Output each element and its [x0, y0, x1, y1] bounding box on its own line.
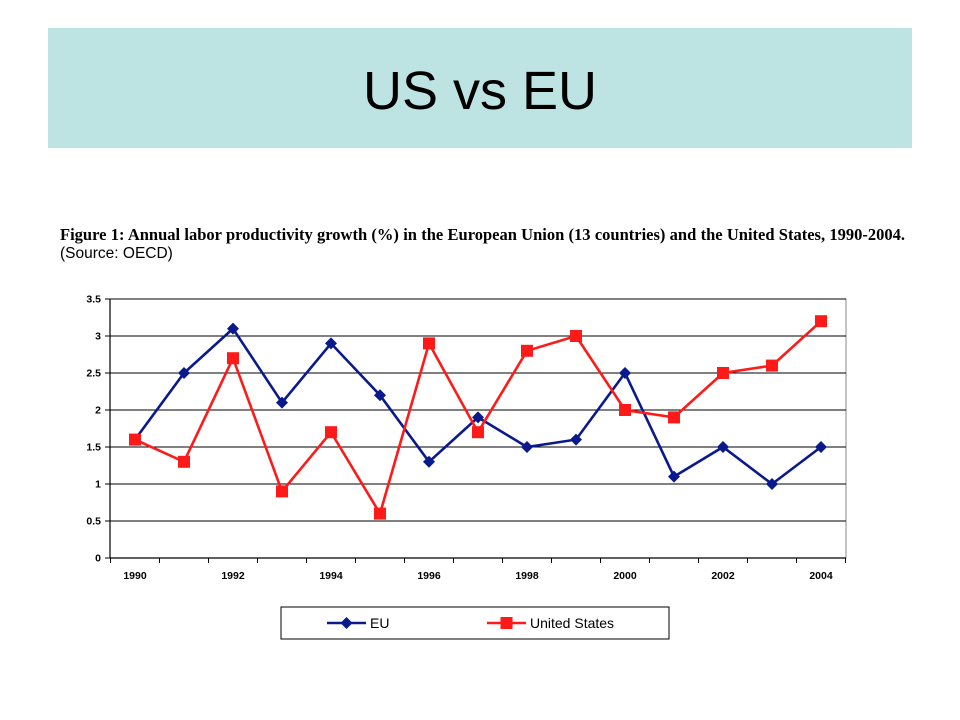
data-point	[472, 426, 484, 439]
data-point	[178, 367, 190, 379]
y-tick-label: 2	[95, 405, 101, 417]
data-point	[619, 404, 631, 416]
data-point	[766, 478, 778, 490]
data-point	[619, 367, 631, 379]
figure-caption: Figure 1: Annual labor productivity grow…	[60, 226, 905, 263]
legend: EU United States	[280, 606, 670, 640]
data-point	[276, 396, 288, 409]
x-tick-label: 2002	[711, 570, 735, 582]
legend-eu-marker	[340, 617, 353, 629]
slide-title: US vs EU	[362, 61, 598, 121]
x-tick-label: 2004	[809, 570, 833, 582]
data-point	[374, 507, 386, 520]
x-tick-label: 1994	[319, 570, 343, 582]
y-tick-label: 1	[95, 479, 101, 491]
data-point	[227, 322, 239, 335]
data-point	[815, 315, 827, 328]
y-tick-label: 2.5	[86, 368, 101, 380]
series-united-states	[129, 315, 827, 520]
y-tick-label: 0.5	[86, 516, 101, 528]
data-point	[570, 433, 582, 446]
data-point	[668, 411, 680, 424]
y-tick-label: 0	[95, 553, 101, 565]
caption-source: (Source: OECD)	[60, 245, 173, 262]
legend-us-marker	[500, 617, 513, 629]
legend-us-label: United States	[530, 615, 614, 631]
series-layer	[129, 315, 827, 520]
data-point	[276, 485, 288, 498]
y-tick-label: 3	[95, 331, 101, 343]
data-point	[668, 470, 680, 483]
data-point	[325, 337, 337, 350]
data-point	[472, 411, 484, 424]
data-point	[766, 359, 778, 372]
data-point	[815, 441, 827, 453]
caption-text: Figure 1: Annual labor productivity grow…	[60, 225, 905, 244]
series-eu	[129, 322, 827, 490]
data-point	[717, 367, 729, 379]
y-tick-label: 3.5	[86, 294, 101, 306]
x-tick-label: 1998	[515, 570, 539, 582]
data-point	[129, 433, 141, 446]
x-axis-ticks: 1990 1992 1994 1996 1998 2000 2002 2004	[110, 558, 846, 582]
x-tick-label: 2000	[613, 570, 637, 582]
data-point	[570, 330, 582, 342]
data-point	[717, 441, 729, 453]
data-point	[521, 441, 533, 453]
y-axis-ticks: 0 0.5 1 1.5 2 2.5 3 3.5	[86, 294, 110, 565]
data-point	[227, 352, 239, 365]
data-point	[178, 455, 190, 468]
data-point	[374, 389, 386, 402]
data-point	[325, 426, 337, 439]
data-point	[423, 337, 435, 350]
title-band: US vs EU	[48, 28, 912, 148]
legend-eu-label: EU	[370, 615, 389, 631]
x-tick-label: 1992	[221, 570, 245, 582]
data-point	[521, 344, 533, 357]
y-tick-label: 1.5	[86, 442, 101, 454]
x-tick-label: 1996	[417, 570, 441, 582]
x-tick-label: 1990	[123, 570, 147, 582]
data-point	[423, 455, 435, 468]
